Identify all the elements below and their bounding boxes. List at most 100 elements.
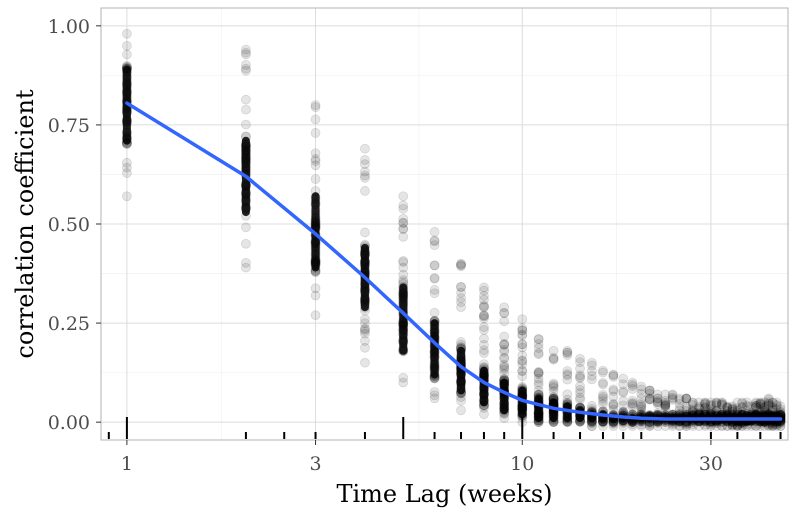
data-point xyxy=(737,398,748,409)
data-point xyxy=(562,366,573,376)
data-point xyxy=(586,357,597,368)
lag-point-column xyxy=(636,381,647,432)
data-point xyxy=(717,399,727,410)
data-point xyxy=(575,353,585,364)
data-point xyxy=(618,373,629,384)
data-point xyxy=(598,379,608,390)
point-density-core xyxy=(549,398,558,423)
data-point xyxy=(310,102,321,113)
data-point xyxy=(241,59,251,70)
data-point xyxy=(499,368,510,379)
data-point xyxy=(533,380,544,390)
data-point xyxy=(722,403,733,413)
data-point xyxy=(310,283,321,294)
data-point xyxy=(575,370,585,381)
lag-point-column xyxy=(533,334,544,428)
data-point xyxy=(732,397,743,408)
data-point xyxy=(627,381,638,392)
data-point xyxy=(700,403,710,413)
data-point xyxy=(479,333,489,344)
data-point xyxy=(548,353,559,364)
data-point xyxy=(608,386,619,396)
data-point xyxy=(429,273,440,283)
data-point xyxy=(687,397,698,408)
data-point xyxy=(429,235,440,246)
lag-point-column xyxy=(121,28,132,202)
data-point xyxy=(360,170,370,181)
data-point xyxy=(687,398,698,408)
data-point xyxy=(398,218,409,229)
data-point xyxy=(722,402,733,413)
data-point xyxy=(674,395,685,405)
data-point xyxy=(360,336,370,346)
data-point xyxy=(636,400,647,410)
data-point xyxy=(479,294,489,305)
lag-point-column xyxy=(360,143,370,368)
point-density-core xyxy=(457,346,466,395)
data-point xyxy=(517,325,528,336)
data-point xyxy=(429,393,440,404)
data-point xyxy=(562,374,573,385)
data-point xyxy=(660,400,671,411)
data-point xyxy=(608,399,619,410)
data-point xyxy=(517,314,528,325)
data-point xyxy=(575,373,585,384)
lag-point-column xyxy=(310,100,321,321)
data-point xyxy=(499,307,510,318)
data-point xyxy=(751,398,761,409)
x-tick-label: 10 xyxy=(510,453,534,475)
data-point xyxy=(627,398,638,408)
data-point xyxy=(456,260,466,271)
data-point xyxy=(644,393,655,404)
data-point xyxy=(771,399,782,410)
data-point xyxy=(727,401,738,412)
data-point xyxy=(456,258,466,269)
data-point xyxy=(586,370,597,381)
data-point xyxy=(398,231,409,242)
data-point xyxy=(751,401,761,411)
point-density-core xyxy=(479,366,488,407)
data-point xyxy=(742,397,752,408)
data-point xyxy=(241,49,251,60)
data-point xyxy=(398,191,409,202)
point-density-core xyxy=(518,386,527,419)
data-point xyxy=(700,397,710,408)
data-point xyxy=(548,380,559,390)
data-point xyxy=(241,63,251,74)
data-point xyxy=(479,310,489,321)
data-point xyxy=(722,402,733,413)
data-point xyxy=(575,381,585,391)
data-point xyxy=(700,399,710,410)
data-point xyxy=(636,381,647,392)
data-point xyxy=(360,323,370,334)
data-point xyxy=(660,398,671,409)
data-point xyxy=(627,398,638,409)
data-point xyxy=(499,413,510,424)
data-point xyxy=(687,404,698,415)
data-point xyxy=(429,227,440,237)
data-point xyxy=(398,213,409,224)
data-point xyxy=(548,352,559,363)
data-point xyxy=(636,421,647,432)
data-point xyxy=(706,404,716,415)
data-point xyxy=(575,388,585,399)
data-point xyxy=(586,400,597,411)
data-point xyxy=(763,400,774,411)
data-point xyxy=(644,394,655,405)
data-point xyxy=(310,310,321,321)
data-point xyxy=(121,162,132,173)
data-point xyxy=(517,350,528,361)
data-point xyxy=(644,394,655,405)
data-point xyxy=(687,400,698,410)
data-point xyxy=(533,348,544,358)
trend-line xyxy=(125,101,783,421)
data-point xyxy=(360,186,370,196)
data-point xyxy=(627,379,638,390)
data-point xyxy=(608,370,619,381)
data-point xyxy=(751,397,761,408)
data-point xyxy=(746,401,757,412)
data-point xyxy=(775,401,786,412)
data-point xyxy=(598,399,608,409)
grid xyxy=(101,8,788,440)
data-point xyxy=(667,392,678,403)
